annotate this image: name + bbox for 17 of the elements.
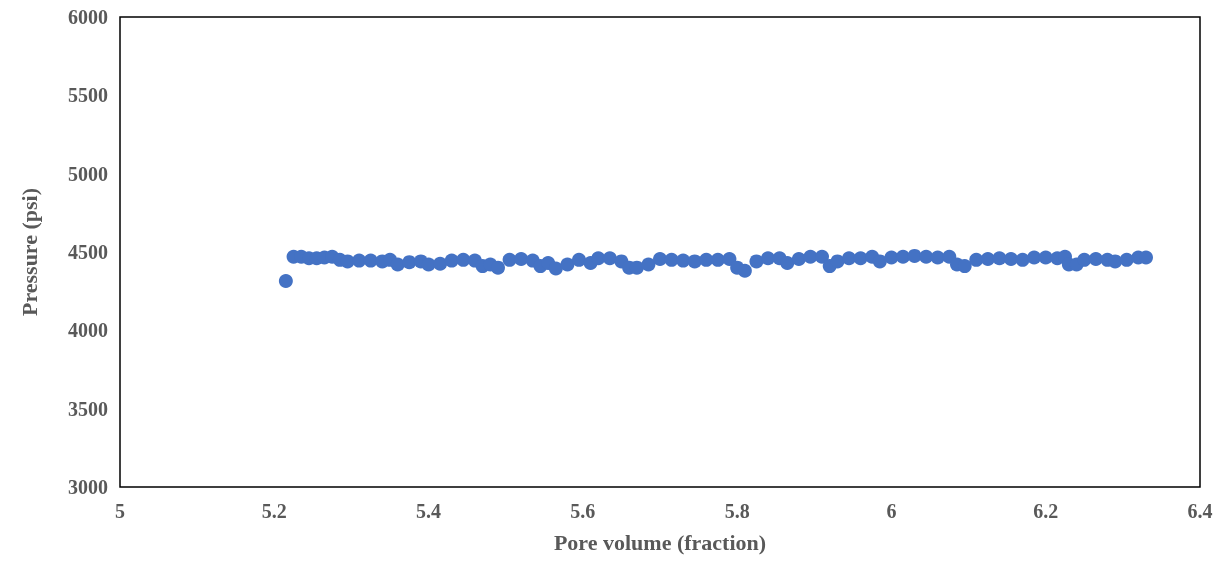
y-tick-label: 5500 [68, 84, 108, 107]
y-tick-label: 5000 [68, 162, 108, 185]
x-tick-label: 5.6 [570, 500, 596, 522]
x-tick-label: 5.4 [416, 500, 442, 522]
y-tick-label: 3000 [68, 476, 108, 498]
y-axis-title: Pressure (psi) [16, 187, 42, 317]
x-tick-label: 5 [115, 500, 125, 522]
x-tick-label: 6 [886, 500, 897, 522]
x-tick-label: 6.4 [1187, 500, 1213, 522]
x-tick-label: 6.2 [1033, 500, 1059, 522]
y-tick-label: 4000 [68, 319, 108, 342]
y-tick-label: 4500 [68, 241, 108, 263]
x-tick-label: 5.2 [261, 500, 287, 522]
y-tick-label: 3500 [68, 397, 108, 420]
x-axis-title: Pore volume (fraction) [553, 529, 767, 555]
y-tick-label: 6000 [68, 6, 108, 28]
x-tick-label: 5.8 [724, 500, 750, 522]
